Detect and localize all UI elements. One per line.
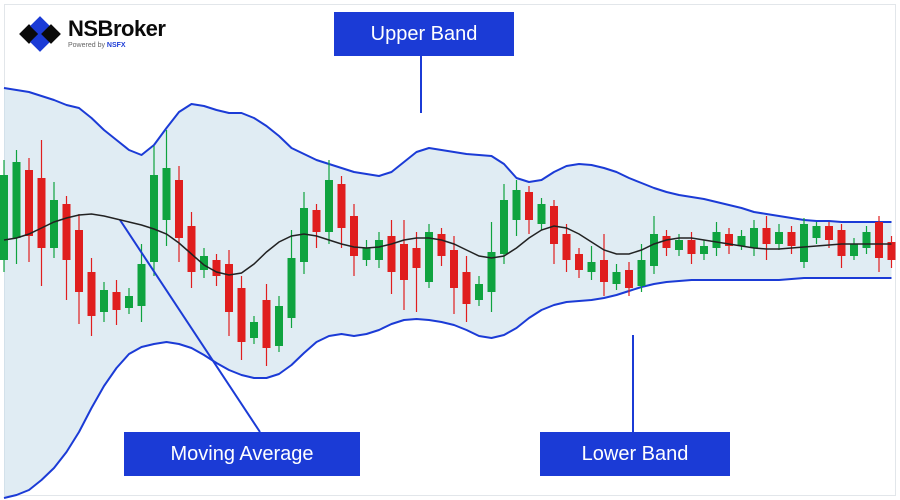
bollinger-chart <box>0 0 900 500</box>
upper-band-label: Upper Band <box>334 12 514 56</box>
upper-band-pointer-line <box>420 56 422 113</box>
lower-band-pointer-line <box>632 335 634 432</box>
lower-band-label: Lower Band <box>540 432 730 476</box>
moving-average-label: Moving Average <box>124 432 360 476</box>
